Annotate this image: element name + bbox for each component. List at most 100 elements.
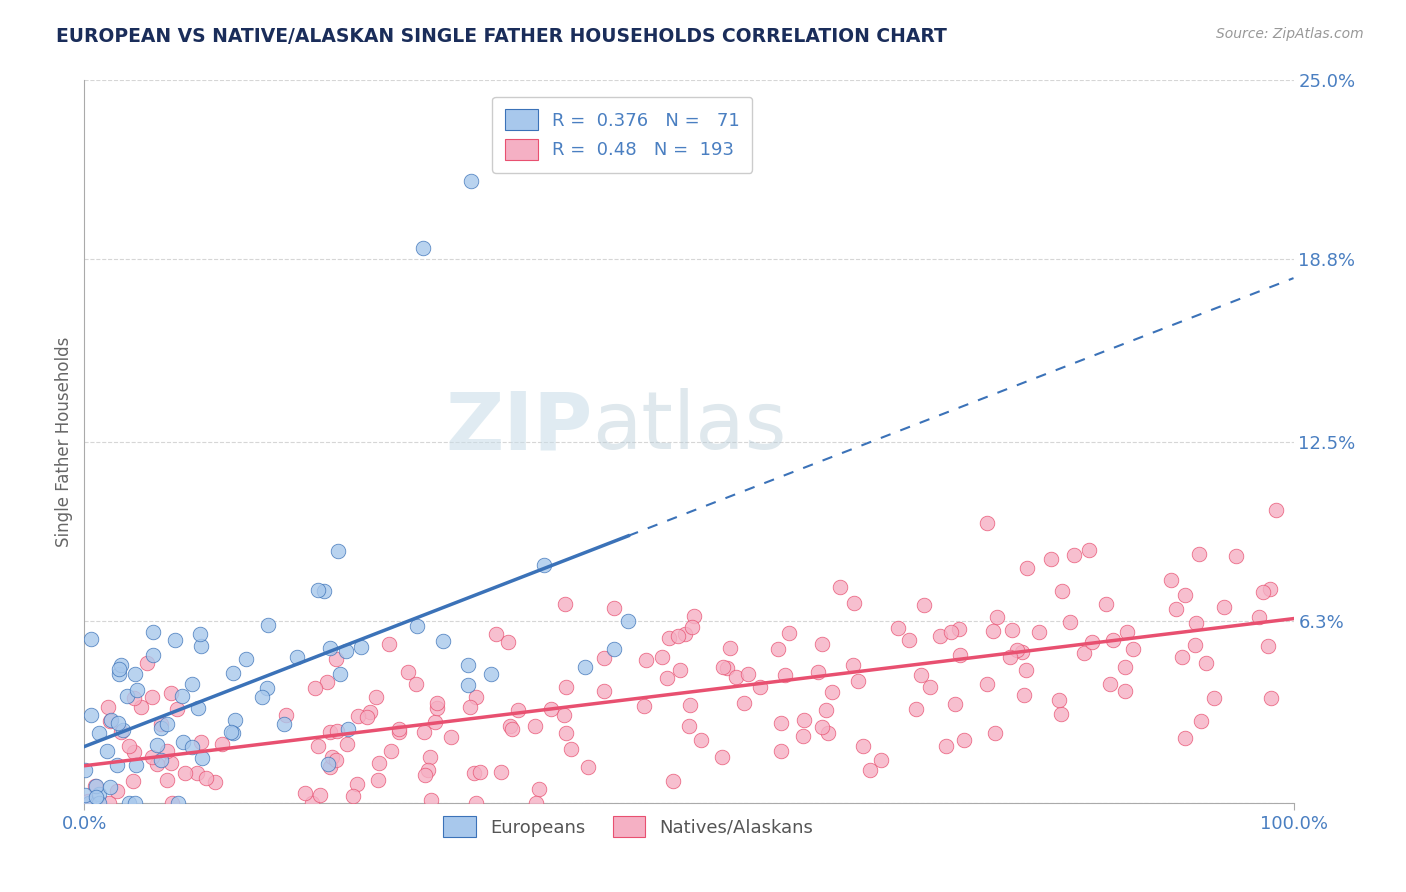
Point (737, 667, 759, 681)
Point (135, 656, 157, 670)
Point (122, 690, 145, 705)
Point (107, 758, 129, 772)
Point (817, 726, 839, 740)
Point (602, 642, 624, 657)
Point (633, 699, 655, 714)
Point (870, 753, 893, 767)
Point (943, 698, 966, 712)
Point (574, 659, 596, 673)
Point (337, 722, 360, 736)
Point (316, 757, 339, 772)
Point (181, 677, 204, 691)
Point (935, 739, 957, 754)
Point (190, 639, 212, 653)
Point (553, 707, 575, 722)
Point (949, 648, 972, 662)
Point (527, 781, 550, 796)
Point (108, 667, 131, 681)
Point (160, 756, 183, 770)
Point (1001, 623, 1024, 637)
Point (110, 657, 132, 672)
Point (1050, 584, 1073, 599)
Point (301, 796, 323, 810)
Point (276, 708, 298, 723)
Point (593, 651, 616, 665)
Point (842, 657, 865, 672)
Point (683, 608, 706, 623)
Point (912, 598, 935, 612)
Point (830, 580, 852, 594)
Point (499, 719, 522, 733)
Point (124, 757, 146, 772)
Point (1012, 688, 1035, 702)
Point (224, 713, 246, 727)
Point (460, 174, 482, 188)
Point (592, 684, 614, 698)
Point (998, 650, 1021, 665)
Point (318, 760, 340, 774)
Point (131, 700, 153, 714)
Point (194, 772, 217, 786)
Point (1260, 690, 1282, 705)
Point (457, 678, 479, 692)
Point (84, 779, 107, 793)
Point (325, 723, 347, 738)
Point (110, 725, 132, 739)
Point (115, 689, 138, 703)
Point (1059, 615, 1081, 629)
Point (941, 625, 963, 640)
Text: ZIP: ZIP (444, 388, 592, 467)
Point (173, 765, 195, 780)
Point (457, 658, 479, 673)
Point (1040, 552, 1063, 566)
Point (307, 583, 329, 598)
Point (380, 744, 402, 758)
Point (1166, 601, 1188, 615)
Point (84, 789, 107, 804)
Point (420, 793, 443, 807)
Point (368, 756, 391, 770)
Point (1015, 560, 1038, 574)
Point (485, 626, 508, 640)
Point (1099, 677, 1122, 691)
Point (416, 763, 439, 777)
Point (1073, 647, 1095, 661)
Point (733, 696, 755, 710)
Point (97, 700, 120, 714)
Point (413, 768, 436, 782)
Text: EUROPEAN VS NATIVE/ALASKAN SINGLE FATHER HOUSEHOLDS CORRELATION CHART: EUROPEAN VS NATIVE/ALASKAN SINGLE FATHER… (56, 27, 948, 45)
Point (89, 796, 111, 810)
Point (426, 696, 449, 710)
Point (122, 773, 145, 788)
Point (108, 662, 131, 676)
Point (336, 737, 359, 751)
Point (897, 632, 920, 647)
Point (1015, 663, 1038, 677)
Point (378, 637, 401, 651)
Point (105, 784, 128, 798)
Point (952, 732, 974, 747)
Point (321, 749, 343, 764)
Point (125, 683, 148, 698)
Point (77, 796, 100, 810)
Point (859, 763, 882, 777)
Point (1047, 692, 1070, 706)
Point (426, 701, 449, 715)
Point (636, 653, 658, 667)
Point (165, 633, 187, 648)
Point (1249, 610, 1271, 624)
Point (1225, 549, 1247, 563)
Point (146, 757, 169, 772)
Point (364, 690, 387, 704)
Point (166, 702, 188, 716)
Point (1265, 503, 1288, 517)
Point (770, 716, 793, 731)
Point (523, 718, 546, 732)
Point (748, 681, 770, 695)
Point (1202, 691, 1225, 706)
Point (142, 625, 165, 640)
Point (848, 674, 870, 689)
Point (118, 739, 141, 754)
Point (658, 631, 681, 645)
Point (602, 601, 624, 615)
